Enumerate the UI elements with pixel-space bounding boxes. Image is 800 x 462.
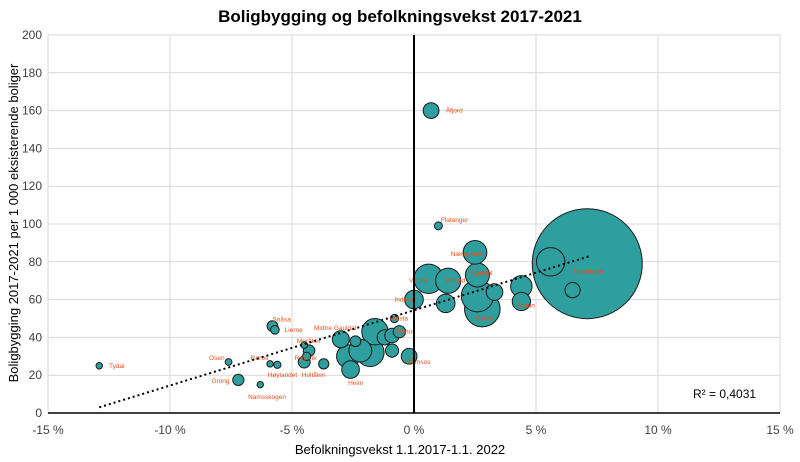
data-bubble [301, 351, 312, 361]
x-tick-label: -15 % [32, 423, 64, 437]
data-label: Malvik [475, 316, 494, 323]
data-bubble [462, 240, 488, 265]
data-bubble [485, 283, 504, 301]
data-bubble [266, 360, 274, 368]
y-tick-label: 160 [22, 104, 42, 118]
y-tick-label: 40 [29, 330, 43, 344]
y-axis-label: Boligbygging 2017-2021 per 1 000 eksiste… [6, 63, 21, 382]
data-label: Åfjord [446, 106, 463, 115]
data-label: Heim [348, 380, 363, 387]
data-bubble [392, 325, 406, 339]
y-tick-label: 100 [22, 217, 42, 231]
y-tick-label: 20 [29, 368, 43, 382]
x-tick-label: 10 % [644, 423, 672, 437]
data-label: Melhus [394, 329, 416, 336]
data-label: Flatanger [441, 217, 469, 224]
data-label: Grong [211, 378, 229, 385]
data-label: Inderøy [394, 297, 417, 304]
data-label: Osen [209, 355, 225, 362]
data-bubble [435, 293, 456, 314]
data-label: Skaun [516, 302, 535, 309]
data-bubble [435, 267, 462, 294]
data-bubble [318, 358, 330, 370]
r-squared-label: R² = 0,4031 [693, 387, 756, 401]
data-bubble [273, 360, 282, 369]
y-tick-label: 140 [22, 141, 42, 155]
data-bubble [531, 208, 643, 320]
y-tick-label: 120 [22, 179, 42, 193]
x-tick-label: 15 % [766, 423, 794, 437]
data-label: Tydal [109, 363, 125, 370]
data-label: Frosta [390, 316, 409, 323]
x-tick-label: -5 % [280, 423, 305, 437]
data-label: Verdal [409, 278, 428, 285]
data-bubble [95, 362, 103, 370]
data-labels: Tydal Osen Grong Namsskogen Høylandet Snåsa Li… [109, 106, 603, 401]
data-bubble [535, 247, 566, 277]
data-label: Trondheim [573, 268, 604, 275]
data-label: Lierne [285, 327, 303, 334]
data-bubble [256, 380, 264, 389]
data-bubble [224, 358, 233, 366]
data-label: Namsskogen [248, 394, 286, 401]
data-label: Ørland [446, 278, 466, 285]
data-bubble [341, 360, 360, 379]
trendline [98, 255, 590, 409]
data-label: Namsos [407, 359, 432, 366]
x-axis-ticks: -15 % -10 % -5 % 0 % 5 % 10 % 15 % [32, 423, 794, 437]
chart-title: Boligbygging og befolkningsvekst 2017-20… [218, 7, 582, 26]
data-label: Meråker [297, 337, 322, 345]
data-bubble [422, 102, 440, 119]
data-bubble [384, 343, 400, 358]
data-bubble [511, 291, 532, 312]
data-label: Midtre Gauldal [314, 325, 357, 332]
y-tick-label: 0 [35, 406, 42, 420]
data-label: Stjørdal [470, 270, 493, 277]
y-tick-label: 60 [29, 293, 43, 307]
data-bubble [433, 221, 443, 231]
y-tick-label: 80 [29, 255, 43, 269]
data-label: Røros [251, 355, 269, 362]
data-bubble [349, 335, 362, 348]
data-label: Nærøysund [451, 251, 485, 258]
x-tick-label: 0 % [404, 423, 425, 437]
axes [48, 35, 780, 414]
data-label: Høylandet [268, 372, 298, 379]
data-label: Snåsa [272, 315, 291, 323]
data-bubble [331, 330, 350, 349]
x-axis-label: Befolkningsvekst 1.1.2017-1.1. 2022 [295, 442, 505, 457]
trendline-path [98, 255, 590, 409]
y-axis-ticks: 0 20 40 60 80 100 120 140 160 180 200 [22, 28, 42, 420]
y-tick-label: 200 [22, 28, 42, 42]
x-tick-label: 5 % [526, 423, 547, 437]
data-label: Holtålen [302, 371, 326, 379]
x-tick-label: -10 % [154, 423, 186, 437]
data-bubble [232, 373, 245, 387]
data-bubble [270, 325, 280, 335]
data-bubble [564, 282, 581, 299]
y-tick-label: 180 [22, 66, 42, 80]
data-label: Røyrvik [294, 355, 317, 362]
